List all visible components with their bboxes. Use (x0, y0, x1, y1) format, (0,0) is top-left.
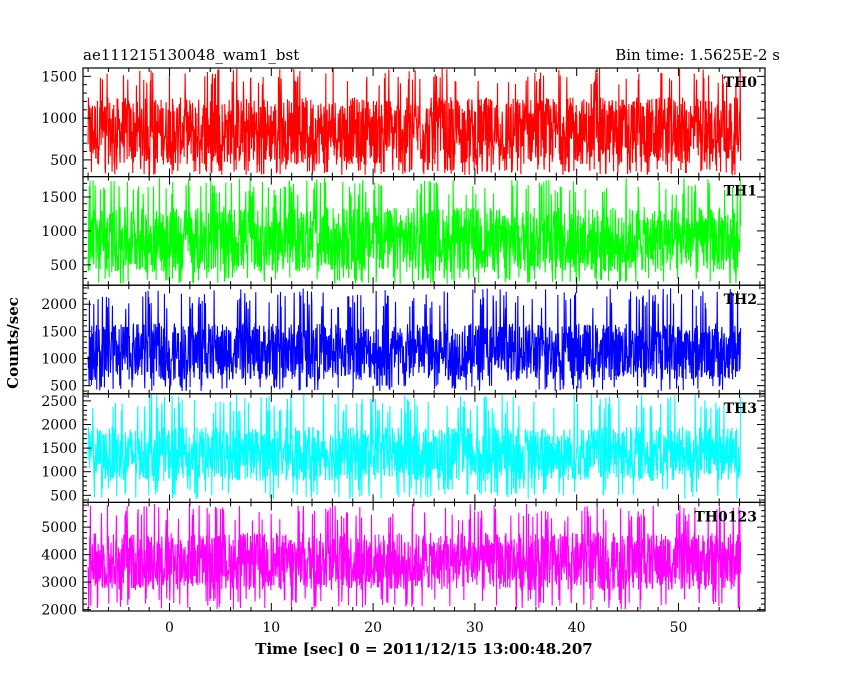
y-tick-label: 1000 (41, 224, 77, 240)
panel-label-th1: TH1 (724, 184, 757, 200)
y-tick-label: 1000 (41, 352, 77, 368)
y-tick-label: 1000 (41, 465, 77, 481)
y-tick-label: 1500 (41, 190, 77, 206)
y-tick-label: 2500 (41, 394, 77, 410)
panel-label-th2: TH2 (724, 292, 757, 308)
x-tick-label: 0 (165, 620, 174, 636)
y-tick-label: 1500 (41, 441, 77, 457)
panels-group: 500 1000 1500 TH0 500 1000 1500 TH1 500 1000 1500 2… (41, 67, 766, 619)
header-right-bin-time: Bin time: 1.5625E-2 s (615, 46, 780, 64)
y-tick-label: 3000 (41, 575, 77, 591)
panel-label-th0123: TH0123 (694, 509, 757, 525)
x-tick-label: 20 (364, 620, 382, 636)
y-tick-label: 500 (50, 153, 77, 169)
series-line-th0 (87, 68, 742, 176)
panel-th0123: 2000 3000 4000 5000 TH0123 (41, 501, 766, 619)
y-axis-label: Counts/sec (4, 297, 22, 389)
series-line-th1 (87, 178, 742, 285)
y-tick-label: 500 (50, 379, 77, 395)
y-tick-label: 5000 (41, 520, 77, 536)
panel-th2: 500 1000 1500 2000 TH2 (41, 284, 766, 395)
series-line-th2 (87, 288, 742, 392)
panel-th1: 500 1000 1500 TH1 (41, 176, 766, 286)
panel-th0: 500 1000 1500 TH0 (41, 67, 766, 178)
y-tick-label: 500 (50, 258, 77, 274)
y-tick-label: 2000 (41, 417, 77, 433)
x-tick-label: 40 (568, 620, 586, 636)
y-tick-label: 1000 (41, 111, 77, 127)
panel-label-th0: TH0 (724, 75, 758, 91)
x-axis: 0 10 20 30 40 50 (165, 620, 687, 636)
x-tick-label: 30 (466, 620, 484, 636)
header-left-title: ae111215130048_wam1_bst (83, 46, 299, 64)
y-tick-label: 1500 (41, 324, 77, 340)
panel-th3: 500 1000 1500 2000 2500 TH3 (41, 393, 766, 504)
series-line-th0123 (87, 503, 742, 610)
y-tick-label: 2000 (41, 297, 77, 313)
y-tick-label: 4000 (41, 548, 77, 564)
series-line-th3 (87, 393, 742, 500)
y-tick-label: 2000 (41, 603, 77, 619)
y-tick-label: 1500 (41, 69, 77, 85)
x-tick-label: 50 (670, 620, 688, 636)
x-axis-label: Time [sec] 0 = 2011/12/15 13:00:48.207 (255, 640, 592, 658)
y-tick-label: 500 (50, 488, 77, 504)
panel-label-th3: TH3 (724, 401, 757, 417)
panel-frame (82, 501, 766, 612)
x-tick-label: 10 (262, 620, 280, 636)
